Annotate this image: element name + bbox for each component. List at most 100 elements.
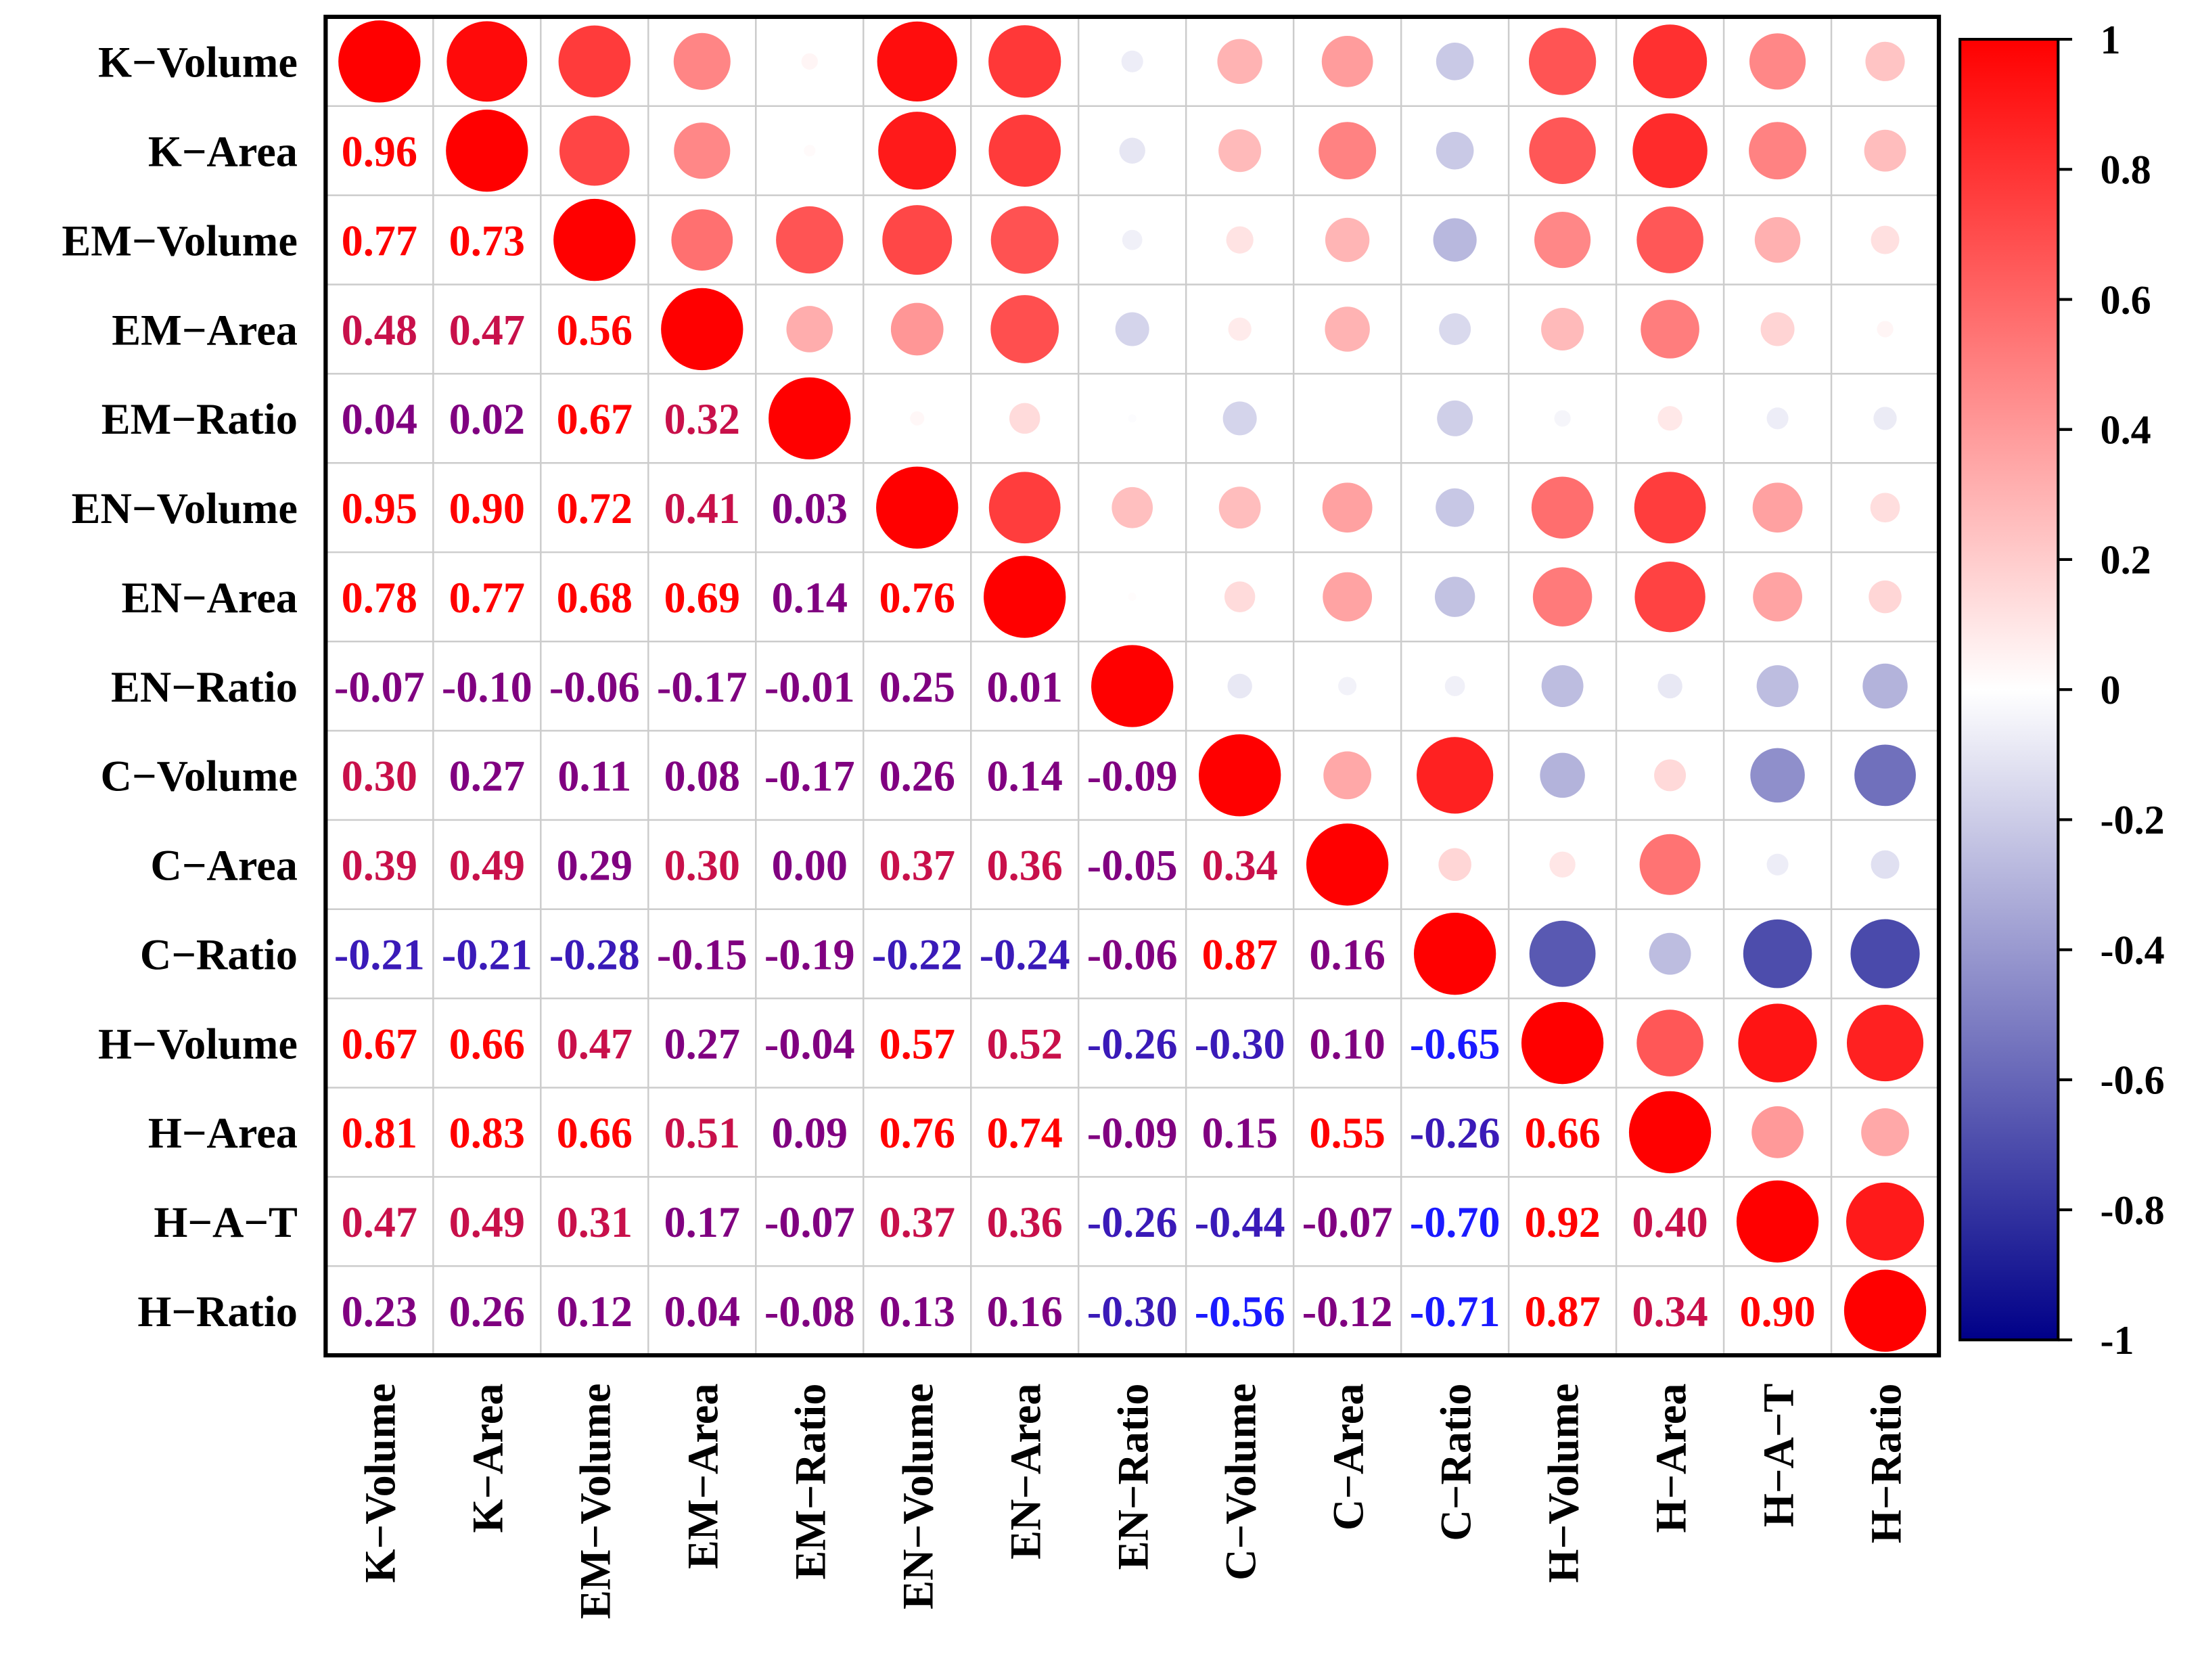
correlation-value: 0.87: [1201, 930, 1277, 978]
correlation-circle: [1754, 217, 1801, 263]
correlation-value: 0.72: [557, 484, 633, 532]
correlation-circle: [553, 198, 636, 281]
correlation-value: -0.08: [764, 1288, 855, 1336]
correlation-circle: [1224, 581, 1256, 612]
correlation-circle: [1756, 665, 1799, 707]
correlation-circle: [1877, 321, 1894, 338]
correlation-value: -0.15: [657, 930, 748, 978]
correlation-value: 0.30: [342, 752, 417, 800]
correlation-value: 0.77: [449, 574, 525, 622]
correlation-value: 0.76: [879, 574, 955, 622]
column-label: EN−Area: [1002, 1384, 1050, 1560]
correlation-circle: [1433, 218, 1477, 262]
correlation-value: -0.71: [1410, 1288, 1500, 1336]
correlation-value: -0.26: [1087, 1020, 1178, 1068]
correlation-circle: [1657, 673, 1682, 699]
correlation-value: 0.27: [664, 1020, 740, 1068]
correlation-circle: [984, 555, 1066, 638]
correlation-circle: [1738, 1003, 1817, 1083]
colorbar-tick-label: -0.4: [2101, 928, 2165, 973]
row-label: C−Ratio: [140, 930, 298, 978]
correlation-value: 0.47: [557, 1020, 633, 1068]
correlation-value: -0.07: [764, 1198, 855, 1246]
correlation-value: 0.90: [449, 484, 525, 532]
correlation-circle: [1227, 673, 1252, 699]
correlation-circle: [1632, 24, 1708, 99]
correlation-circle: [769, 377, 851, 460]
correlation-circle: [1529, 920, 1596, 987]
correlation-circle: [1749, 122, 1807, 180]
correlation-circle: [890, 302, 944, 356]
correlation-circle: [1639, 834, 1701, 895]
correlation-circle: [1437, 400, 1473, 436]
correlation-value: -0.30: [1087, 1288, 1178, 1336]
correlation-circle: [446, 21, 528, 102]
correlation-circle: [988, 472, 1061, 544]
correlation-circle: [1846, 1182, 1925, 1261]
correlation-value: 0.76: [879, 1109, 955, 1157]
correlation-value: -0.01: [764, 663, 855, 711]
correlation-circle: [1554, 410, 1571, 427]
correlation-value: 0.66: [557, 1109, 633, 1157]
correlation-value: 0.04: [342, 395, 417, 443]
correlation-circle: [1444, 676, 1465, 696]
column-label: H−Volume: [1539, 1384, 1587, 1583]
column-label: EN−Ratio: [1109, 1384, 1158, 1570]
correlation-value: -0.10: [442, 663, 532, 711]
column-label: EM−Ratio: [787, 1384, 835, 1580]
correlation-circle: [1636, 206, 1703, 273]
correlation-circle: [882, 205, 953, 275]
correlation-value: 0.04: [664, 1288, 740, 1336]
correlation-circle: [1862, 663, 1908, 709]
correlation-value: 0.16: [1309, 930, 1385, 978]
correlation-circle: [1322, 482, 1373, 533]
column-label: C−Area: [1324, 1384, 1372, 1530]
correlation-circle: [1534, 212, 1591, 269]
correlation-value: 0.83: [449, 1109, 525, 1157]
column-label: H−A−T: [1754, 1384, 1802, 1528]
correlation-circle: [1528, 28, 1597, 95]
correlation-value: 0.57: [879, 1020, 955, 1068]
correlation-circle: [1438, 848, 1471, 882]
correlation-value: 0.34: [1201, 842, 1277, 890]
correlation-circle: [786, 306, 833, 353]
correlation-circle: [776, 206, 844, 274]
correlation-value: 0.23: [342, 1288, 417, 1336]
correlation-value: 0.08: [664, 752, 740, 800]
correlation-circle: [661, 288, 743, 371]
column-label: C−Volume: [1216, 1384, 1264, 1581]
correlation-circle: [1854, 744, 1916, 807]
correlation-value: 0.37: [879, 842, 955, 890]
correlation-value: -0.06: [1087, 930, 1178, 978]
correlation-circle: [1549, 851, 1576, 878]
row-label: C−Area: [150, 842, 297, 890]
correlation-value: 0.25: [879, 663, 955, 711]
correlation-value: 0.36: [986, 842, 1062, 890]
correlation-value: 0.02: [449, 395, 525, 443]
correlation-value: 0.40: [1632, 1198, 1708, 1246]
colorbar-tick-label: 0.4: [2101, 407, 2151, 453]
correlation-circle: [1319, 122, 1377, 180]
correlation-value: -0.70: [1410, 1198, 1500, 1246]
correlation-circle: [804, 145, 816, 157]
column-label: K−Volume: [357, 1384, 405, 1583]
correlation-value: 0.55: [1309, 1109, 1385, 1157]
column-label: EN−Volume: [894, 1384, 942, 1610]
row-label: EM−Ratio: [101, 395, 298, 443]
correlation-circle: [1864, 129, 1906, 172]
correlation-value: 0.66: [1524, 1109, 1600, 1157]
correlation-circle: [1218, 129, 1262, 173]
correlation-value: -0.12: [1302, 1288, 1393, 1336]
correlation-value: 0.90: [1739, 1288, 1815, 1336]
correlation-value: -0.21: [334, 930, 425, 978]
correlation-circle: [1766, 853, 1789, 876]
correlation-circle: [1861, 1108, 1909, 1156]
correlation-circle: [1434, 576, 1475, 617]
correlation-value: 0.16: [986, 1288, 1062, 1336]
correlation-circle: [1753, 572, 1802, 622]
correlation-value: 0.81: [342, 1109, 417, 1157]
correlation-circle: [1226, 226, 1254, 254]
correlation-circle: [671, 209, 733, 271]
correlation-value: 0.41: [664, 484, 740, 532]
